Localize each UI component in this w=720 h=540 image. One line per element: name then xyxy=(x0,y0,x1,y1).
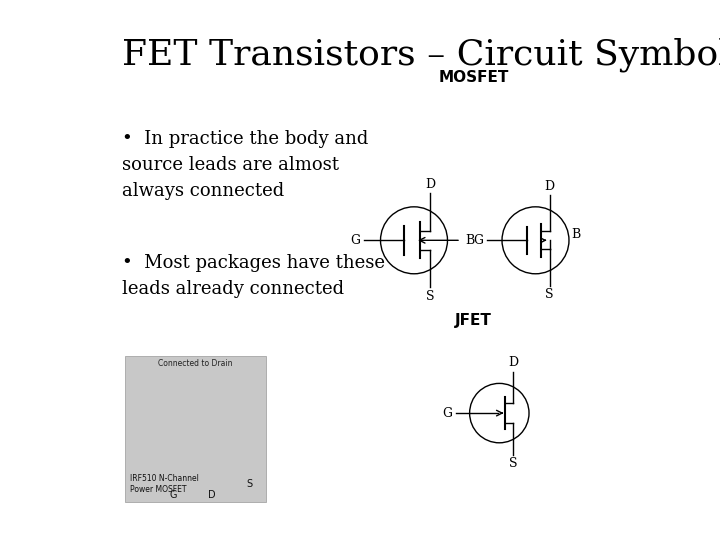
Text: G: G xyxy=(474,234,484,247)
Text: •  In practice the body and
source leads are almost
always connected: • In practice the body and source leads … xyxy=(122,130,369,200)
Text: G: G xyxy=(350,234,360,247)
Text: FET Transistors – Circuit Symbols: FET Transistors – Circuit Symbols xyxy=(122,38,720,72)
Text: G: G xyxy=(442,407,452,420)
Text: D: D xyxy=(508,356,518,369)
Text: S: S xyxy=(509,457,518,470)
Text: D: D xyxy=(425,178,436,191)
Text: S: S xyxy=(426,290,434,303)
Text: Connected to Drain: Connected to Drain xyxy=(158,359,233,368)
Text: •  Most packages have these
leads already connected: • Most packages have these leads already… xyxy=(122,254,385,298)
Text: D: D xyxy=(207,489,215,500)
Bar xyxy=(125,356,266,502)
Text: S: S xyxy=(545,288,554,301)
Text: S: S xyxy=(246,478,253,489)
Text: B: B xyxy=(465,234,474,247)
Text: IRF510 N-Channel
Power MOSFET: IRF510 N-Channel Power MOSFET xyxy=(130,474,199,494)
Text: G: G xyxy=(170,489,177,500)
Text: B: B xyxy=(572,228,581,241)
Text: JFET: JFET xyxy=(455,313,492,328)
Text: MOSFET: MOSFET xyxy=(438,70,508,85)
Text: D: D xyxy=(544,180,554,193)
